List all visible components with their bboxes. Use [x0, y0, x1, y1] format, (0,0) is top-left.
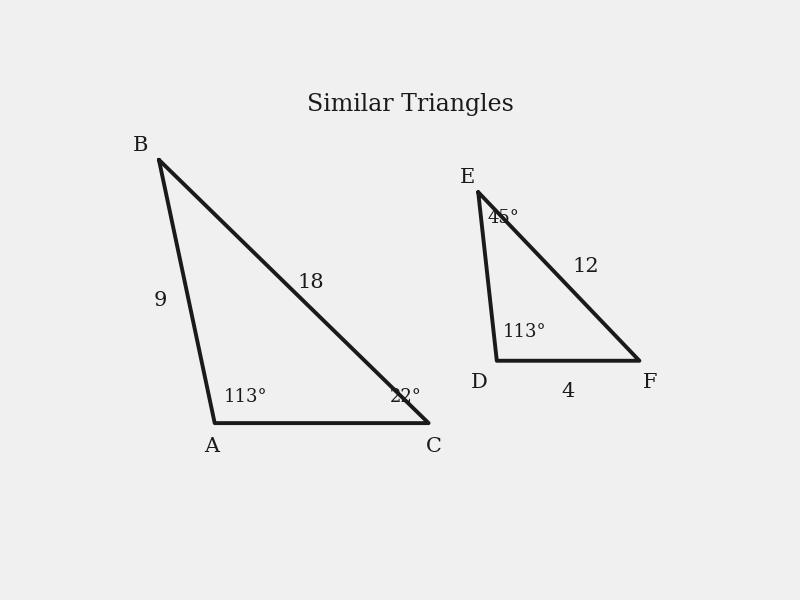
Text: Similar Triangles: Similar Triangles: [306, 93, 514, 116]
Text: 45°: 45°: [487, 209, 519, 227]
Text: 113°: 113°: [503, 323, 546, 341]
Text: A: A: [204, 437, 219, 456]
Text: D: D: [471, 373, 488, 392]
Text: 18: 18: [298, 273, 324, 292]
Text: 4: 4: [562, 382, 574, 401]
Text: 12: 12: [573, 257, 599, 275]
Text: 113°: 113°: [224, 388, 268, 406]
Text: 22°: 22°: [390, 388, 422, 406]
Text: F: F: [643, 373, 658, 392]
Text: B: B: [133, 136, 148, 155]
Text: 9: 9: [154, 291, 167, 310]
Text: E: E: [459, 168, 474, 187]
Text: C: C: [426, 437, 442, 456]
